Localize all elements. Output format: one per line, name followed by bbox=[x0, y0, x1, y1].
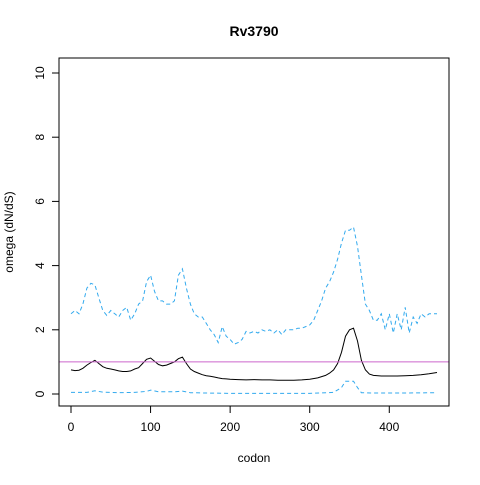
y-tick-label: 6 bbox=[33, 198, 47, 205]
y-tick-label: 0 bbox=[33, 390, 47, 397]
y-tick-label: 4 bbox=[33, 262, 47, 269]
x-tick-label: 200 bbox=[220, 420, 240, 434]
y-tick-label: 10 bbox=[33, 66, 47, 80]
series-line-3 bbox=[71, 380, 438, 394]
x-tick-label: 400 bbox=[379, 420, 399, 434]
series-line-2 bbox=[70, 327, 438, 381]
x-tick-label: 100 bbox=[141, 420, 161, 434]
y-axis: 0 2 4 6 8 10 bbox=[33, 66, 60, 397]
x-tick-label: 300 bbox=[300, 420, 320, 434]
chart-title: Rv3790 bbox=[229, 23, 278, 39]
x-tick-label: 0 bbox=[68, 420, 75, 434]
plot-area bbox=[59, 226, 449, 394]
x-axis: 0 100 200 300 400 bbox=[68, 405, 400, 434]
y-axis-label: omega (dN/dS) bbox=[2, 191, 16, 272]
y-tick-label: 2 bbox=[33, 326, 47, 333]
x-axis-label: codon bbox=[238, 451, 271, 465]
series-line-1 bbox=[70, 226, 437, 345]
y-tick-label: 8 bbox=[33, 134, 47, 141]
